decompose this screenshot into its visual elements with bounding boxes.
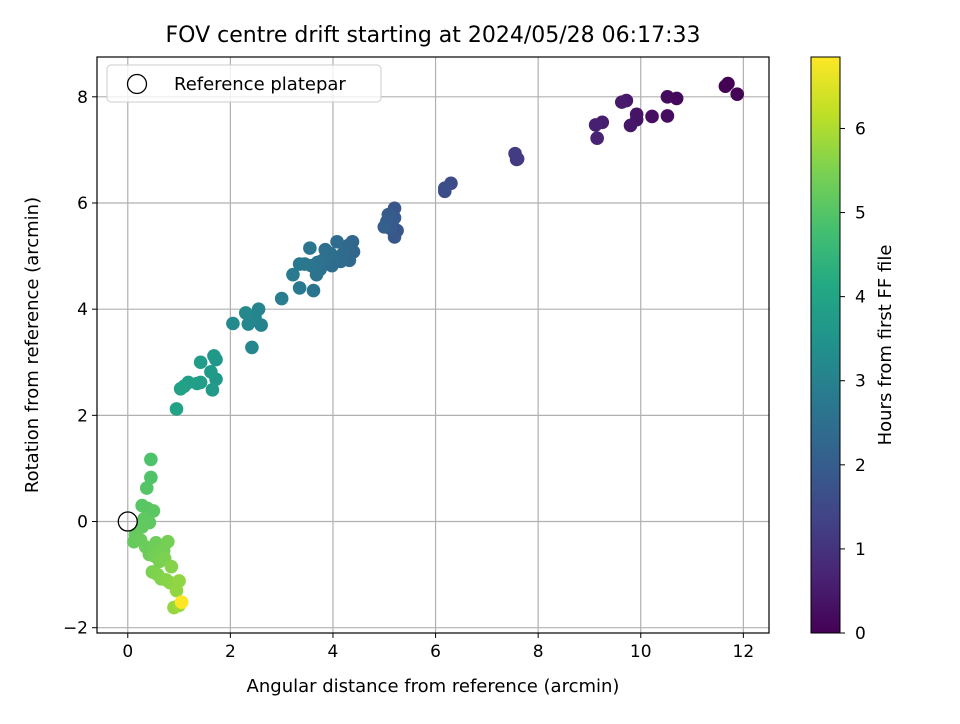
colorbar-tick-label: 0: [855, 624, 866, 644]
data-point: [330, 234, 344, 249]
data-point: [193, 355, 208, 370]
x-tick-label: 10: [630, 642, 652, 662]
data-point: [306, 283, 321, 298]
colorbar-label: Hours from first FF file: [875, 245, 896, 446]
colorbar-tick-label: 1: [855, 540, 866, 560]
y-tick-label: 6: [77, 194, 88, 214]
data-point: [139, 481, 154, 495]
y-tick-label: 8: [77, 88, 88, 108]
colorbar-tick-label: 5: [855, 204, 866, 224]
reference-point: [117, 511, 138, 532]
colorbar-tick-label: 6: [855, 119, 866, 139]
data-point: [274, 291, 289, 306]
data-point: [164, 559, 179, 574]
plot-area-frame: [96, 56, 770, 634]
data-point: [377, 220, 392, 234]
data-point: [292, 257, 307, 271]
y-tick-label: −2: [63, 619, 88, 639]
data-point: [160, 534, 175, 549]
data-point: [660, 90, 675, 104]
data-point: [614, 95, 629, 109]
data-point: [169, 402, 184, 416]
data-point: [144, 470, 158, 485]
colorbar-ticks: 0 1 2 3 4 5 6: [840, 119, 866, 644]
data-point: [245, 340, 259, 355]
data-point: [508, 146, 522, 161]
y-axis-label: Rotation from reference (arcmin): [22, 197, 43, 493]
x-tick-label: 2: [225, 642, 236, 662]
data-point: [146, 504, 161, 518]
x-tick-label: 8: [533, 642, 544, 662]
legend-label: Reference platepar: [174, 74, 346, 95]
x-tick-label: 4: [328, 642, 339, 662]
data-point: [303, 241, 317, 255]
colorbar: 0 1 2 3 4 5 6 Hours from first FF file: [810, 56, 896, 644]
data-point: [205, 383, 220, 397]
colorbar-gradient: [810, 56, 841, 634]
data-point: [169, 583, 184, 598]
data-point: [590, 131, 604, 146]
data-point: [173, 381, 188, 396]
data-point: [144, 452, 158, 467]
data-point: [730, 87, 744, 101]
chart-title: FOV centre drift starting at 2024/05/28 …: [166, 23, 701, 48]
x-axis-ticks: 0 2 4 6 8 10 12: [122, 633, 754, 662]
data-point: [204, 365, 218, 379]
data-point: [623, 118, 638, 133]
data-point: [174, 595, 189, 610]
data-point: [241, 317, 256, 331]
data-point: [286, 267, 300, 282]
data-point: [588, 118, 603, 132]
data-point: [437, 184, 452, 199]
data-points: [127, 76, 744, 615]
legend-box: [106, 64, 382, 103]
data-point: [660, 109, 675, 123]
data-point: [226, 316, 240, 331]
colorbar-tick-label: 3: [855, 372, 866, 392]
data-point: [207, 349, 221, 363]
reference-marker: [117, 511, 138, 532]
x-tick-label: 6: [430, 642, 441, 662]
data-point: [238, 306, 253, 320]
legend: Reference platepar: [106, 64, 382, 103]
x-tick-label: 0: [122, 642, 133, 662]
legend-reference-marker: [126, 73, 148, 95]
colorbar-tick-label: 2: [855, 456, 866, 476]
y-axis-ticks: −2 0 2 4 6 8: [63, 88, 97, 639]
data-point: [645, 109, 659, 124]
colorbar-tick-label: 4: [855, 288, 866, 308]
y-tick-label: 0: [77, 513, 88, 533]
y-tick-label: 4: [77, 300, 88, 320]
x-axis-label: Angular distance from reference (arcmin): [247, 676, 620, 697]
y-tick-label: 2: [77, 406, 88, 426]
data-point: [318, 242, 333, 257]
data-point: [292, 281, 307, 295]
data-point: [718, 79, 733, 93]
grid-lines: [97, 57, 769, 633]
x-tick-label: 12: [733, 642, 755, 662]
